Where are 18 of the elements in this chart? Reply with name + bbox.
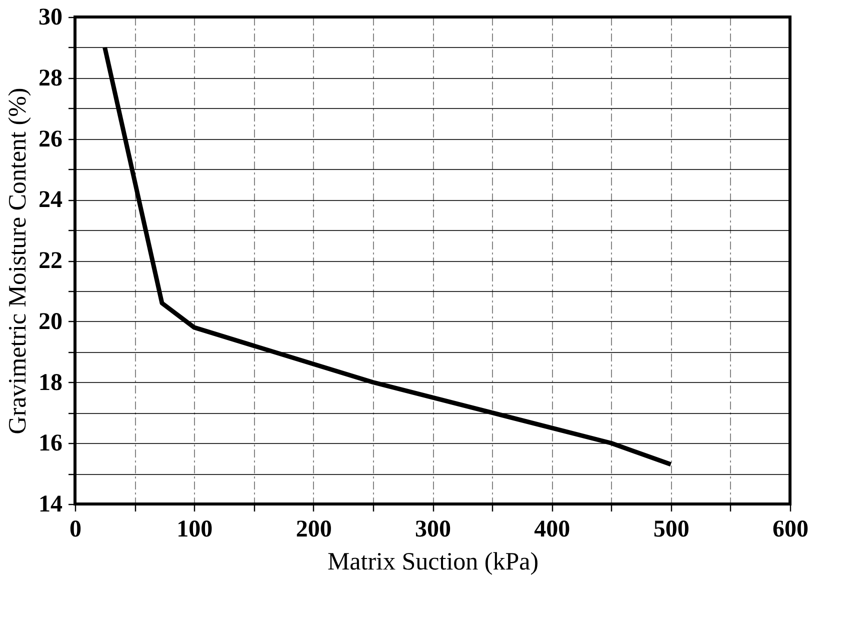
y-tick-label: 26 [38,126,62,152]
x-tick-label: 0 [70,516,82,542]
x-tick-label: 300 [415,516,451,542]
y-tick-label: 28 [38,65,62,92]
y-tick-label: 18 [38,370,62,396]
y-tick-label: 16 [38,430,62,457]
y-tick-label: 20 [38,308,62,335]
y-tick-label: 24 [38,187,62,214]
x-tick-label: 400 [534,516,570,542]
x-tick-label: 200 [296,516,332,542]
x-tick-label: 600 [772,516,808,542]
y-axis-title: Gravimetric Moisture Content (%) [4,88,32,434]
x-tick-label: 500 [653,516,690,542]
y-tick-label: 30 [38,4,62,30]
y-tick-label: 22 [38,248,62,274]
y-tick-label: 14 [38,492,62,518]
x-tick-label: 100 [176,516,213,542]
x-axis-title: Matrix Suction (kPa) [327,548,539,576]
